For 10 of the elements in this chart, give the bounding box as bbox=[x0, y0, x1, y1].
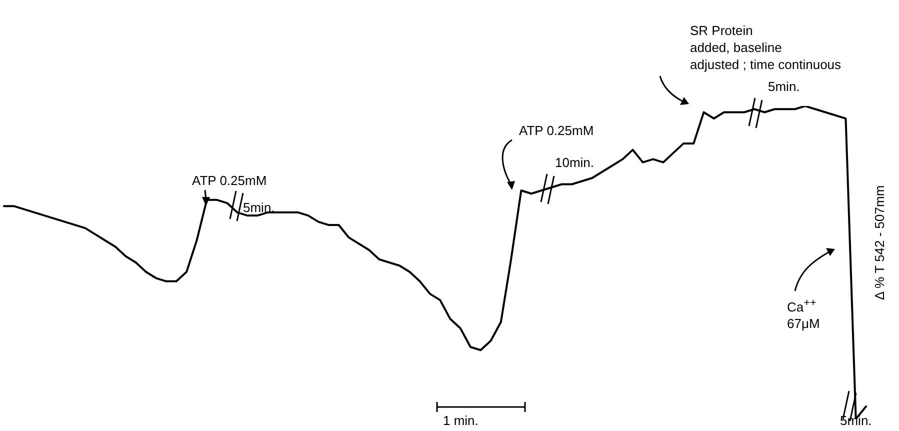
annotation: 5min. bbox=[243, 199, 275, 216]
text: 5min. bbox=[768, 78, 800, 95]
y-axis-title: Δ % T 542 - 507mm bbox=[872, 185, 887, 300]
annotation: 10min. bbox=[555, 154, 594, 171]
annotation: 1 min. bbox=[443, 412, 478, 429]
annotation: ATP 0.25mM bbox=[192, 172, 267, 189]
text: SR Protein added, baseline adjusted ; time continuous bbox=[690, 22, 842, 73]
annotation: 5min. bbox=[840, 412, 872, 429]
annotation: Ca$^{++}$ 67μM bbox=[787, 296, 820, 332]
annotation: ATP 0.25mM bbox=[519, 122, 594, 139]
